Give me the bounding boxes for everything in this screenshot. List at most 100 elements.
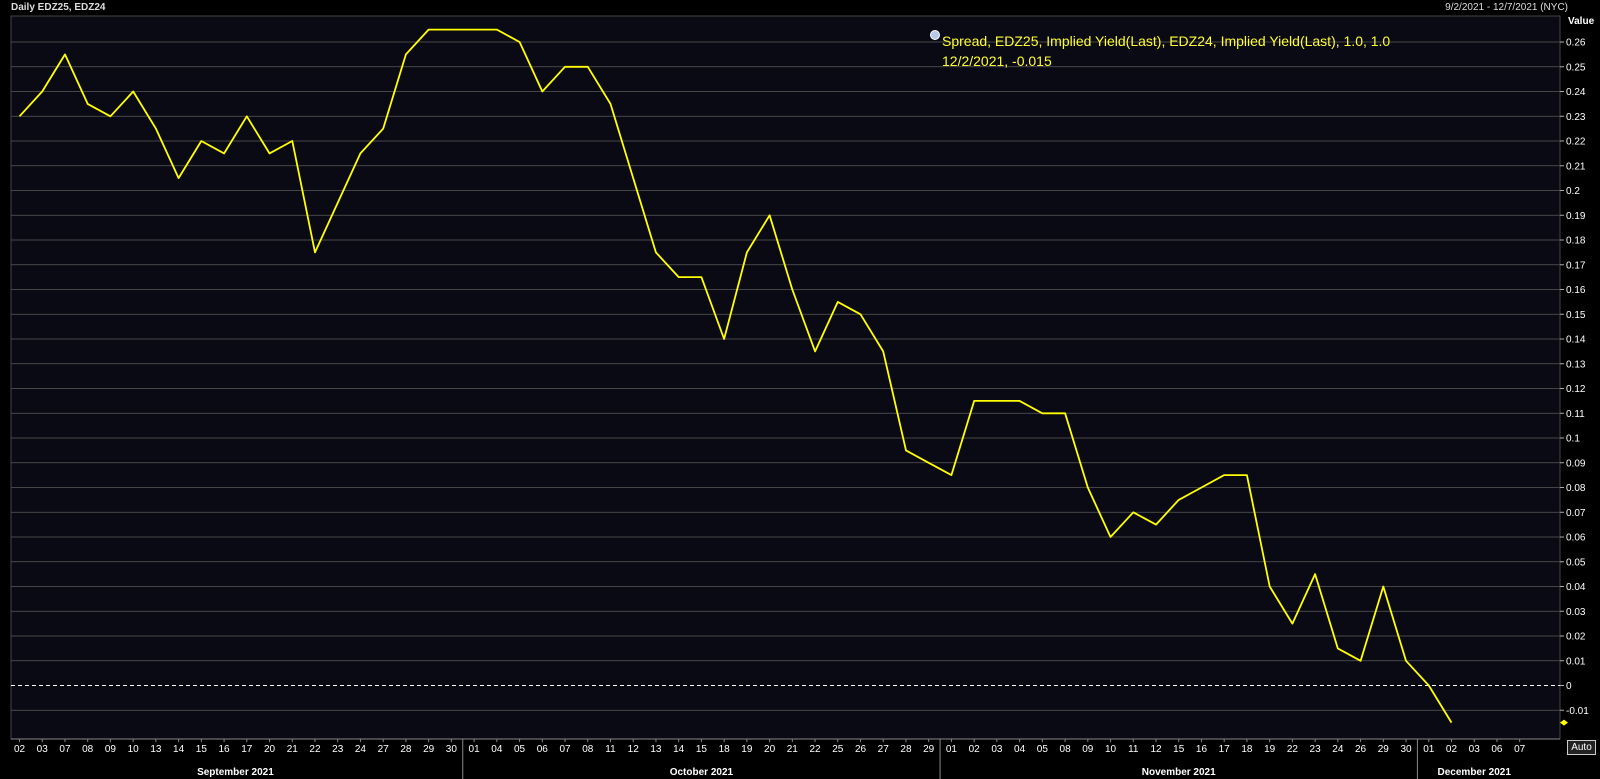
x-tick-label: 10 xyxy=(128,744,140,755)
y-tick-label: 0.16 xyxy=(1566,285,1586,296)
x-tick-label: 03 xyxy=(991,744,1003,755)
x-month-label: October 2021 xyxy=(670,767,734,778)
y-tick-label: 0.18 xyxy=(1566,236,1586,247)
x-tick-label: 23 xyxy=(1310,744,1322,755)
x-tick-label: 02 xyxy=(1446,744,1458,755)
x-tick-label: 12 xyxy=(1150,744,1162,755)
x-tick-label: 13 xyxy=(150,744,162,755)
x-tick-label: 14 xyxy=(173,744,185,755)
chart-title: Daily EDZ25, EDZ24 xyxy=(11,2,106,13)
x-tick-label: 15 xyxy=(1173,744,1185,755)
x-tick-label: 07 xyxy=(559,744,571,755)
y-tick-label: 0.04 xyxy=(1566,582,1586,593)
x-tick-label: 01 xyxy=(469,744,481,755)
y-axis: 0.26 0.25 0.24 0.23 0.22 0.21 0.2 0.19 0.18 0.17 0… xyxy=(1560,38,1589,717)
x-tick-label: 30 xyxy=(446,744,458,755)
y-tick-label: 0.2 xyxy=(1566,186,1580,197)
x-tick-label: 21 xyxy=(287,744,299,755)
x-tick-label: 21 xyxy=(787,744,799,755)
x-tick-label: 07 xyxy=(1514,744,1526,755)
y-tick-label: 0.07 xyxy=(1566,508,1586,519)
x-tick-label: 18 xyxy=(719,744,731,755)
x-tick-label: 02 xyxy=(969,744,981,755)
x-tick-label: 23 xyxy=(332,744,344,755)
y-tick-label: 0 xyxy=(1566,681,1572,692)
y-tick-label: 0.26 xyxy=(1566,38,1586,49)
y-tick-label: 0.22 xyxy=(1566,137,1586,148)
y-tick-label: 0.02 xyxy=(1566,632,1586,643)
x-tick-label: 03 xyxy=(1469,744,1481,755)
y-tick-label: 0.15 xyxy=(1566,310,1586,321)
x-tick-label: 08 xyxy=(82,744,94,755)
y-axis-title: Value xyxy=(1568,16,1595,27)
y-tick-label: 0.21 xyxy=(1566,161,1586,172)
x-tick-label: 09 xyxy=(1082,744,1094,755)
x-axis: 02 03 07 08 09 10 13 14 15 16 17 20 21 22 23 24 27 28 29 30… xyxy=(11,738,1560,779)
x-tick-label: 02 xyxy=(14,744,26,755)
x-tick-label: 08 xyxy=(582,744,594,755)
y-tick-label: 0.23 xyxy=(1566,112,1586,123)
date-range: 9/2/2021 - 12/7/2021 (NYC) xyxy=(1445,2,1568,13)
x-tick-label: 30 xyxy=(1400,744,1412,755)
x-tick-label: 29 xyxy=(1378,744,1390,755)
x-tick-label: 20 xyxy=(264,744,276,755)
series-line-0[interactable] xyxy=(18,28,1453,724)
x-tick-label: 10 xyxy=(1105,744,1117,755)
series-group xyxy=(18,28,1568,726)
x-tick-label: 25 xyxy=(832,744,844,755)
x-tick-label: 08 xyxy=(1060,744,1072,755)
x-tick-label: 20 xyxy=(764,744,776,755)
y-tick-label: 0.11 xyxy=(1566,409,1585,420)
x-tick-label: 18 xyxy=(1241,744,1253,755)
y-tick-label: 0.01 xyxy=(1566,656,1586,667)
y-tick-label: 0.1 xyxy=(1566,434,1580,445)
x-tick-label: 28 xyxy=(400,744,412,755)
x-tick-label: 11 xyxy=(1128,744,1139,755)
x-tick-label: 27 xyxy=(878,744,890,755)
x-tick-label: 03 xyxy=(37,744,49,755)
x-tick-label: 19 xyxy=(1264,744,1276,755)
x-tick-label: 22 xyxy=(809,744,821,755)
x-tick-label: 26 xyxy=(855,744,867,755)
y-tick-label: 0.09 xyxy=(1566,458,1586,469)
x-tick-label: 05 xyxy=(514,744,526,755)
x-month-label: November 2021 xyxy=(1142,767,1216,778)
x-tick-label: 22 xyxy=(1287,744,1299,755)
y-tick-label: 0.13 xyxy=(1566,359,1586,370)
x-tick-label: 01 xyxy=(946,744,958,755)
x-tick-label: 15 xyxy=(696,744,708,755)
y-tick-label: -0.01 xyxy=(1566,706,1589,717)
x-tick-label: 14 xyxy=(673,744,685,755)
auto-scale-button[interactable]: Auto xyxy=(1567,740,1596,755)
x-tick-label: 11 xyxy=(605,744,616,755)
x-tick-label: 29 xyxy=(923,744,935,755)
x-tick-label: 17 xyxy=(241,744,253,755)
plot-area xyxy=(10,15,1561,740)
x-tick-label: 15 xyxy=(196,744,208,755)
x-tick-label: 29 xyxy=(423,744,435,755)
legend-last-value: 12/2/2021, -0.015 xyxy=(942,53,1052,69)
x-tick-label: 16 xyxy=(219,744,231,755)
x-tick-label: 16 xyxy=(1196,744,1208,755)
x-tick-label: 26 xyxy=(1355,744,1367,755)
x-tick-label: 24 xyxy=(1332,744,1344,755)
x-month-label: December 2021 xyxy=(1438,767,1512,778)
y-tick-label: 0.19 xyxy=(1566,211,1586,222)
y-tick-label: 0.03 xyxy=(1566,607,1586,618)
y-tick-label: 0.17 xyxy=(1566,260,1586,271)
x-tick-label: 24 xyxy=(355,744,367,755)
x-tick-label: 27 xyxy=(378,744,390,755)
x-tick-label: 07 xyxy=(59,744,71,755)
y-tick-label: 0.25 xyxy=(1566,62,1586,73)
x-tick-label: 13 xyxy=(650,744,662,755)
x-tick-label: 09 xyxy=(105,744,117,755)
x-tick-label: 19 xyxy=(741,744,753,755)
x-tick-label: 28 xyxy=(900,744,912,755)
grid-lines xyxy=(11,41,1560,711)
x-tick-label: 06 xyxy=(1491,744,1503,755)
last-value-marker xyxy=(1560,719,1568,726)
legend-globe-icon[interactable] xyxy=(930,30,940,40)
x-tick-label: 22 xyxy=(309,744,321,755)
